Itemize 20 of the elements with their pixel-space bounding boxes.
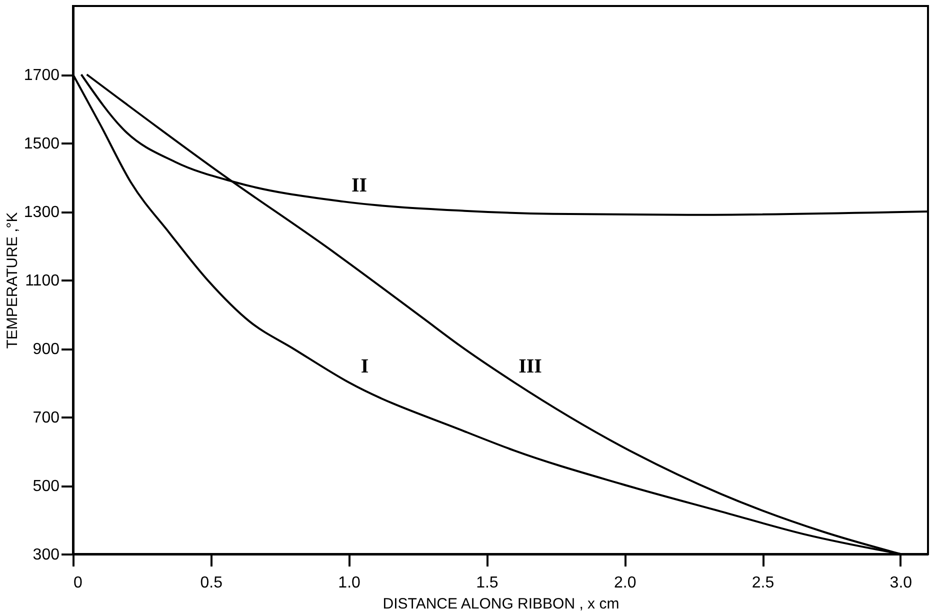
x-tick-label: 2.0: [614, 574, 636, 592]
y-tick-label: 900: [32, 341, 60, 358]
x-axis-title: DISTANCE ALONG RIBBON , x cm: [382, 596, 620, 612]
y-tick-label: 700: [32, 410, 60, 426]
x-tick-label: 1.0: [338, 574, 361, 592]
series-label: II: [352, 174, 368, 197]
x-tick-label: 1.5: [476, 574, 498, 592]
y-axis-title: TEMPERATURE ,°K: [4, 212, 21, 349]
y-tick-label: 300: [32, 546, 60, 564]
y-tick-label: 1100: [25, 272, 60, 290]
x-tick-label: 0: [74, 574, 82, 592]
series-label: I: [360, 355, 369, 378]
x-tick-label: 0.5: [200, 574, 223, 592]
x-tick-label: 2.5: [752, 574, 774, 592]
y-tick-label: 1500: [24, 136, 60, 152]
series-label: III: [518, 355, 542, 378]
y-tick-label: 1700: [24, 67, 60, 84]
x-tick-label: 3.0: [890, 574, 912, 592]
y-tick-label: 1300: [24, 204, 60, 221]
y-tick-label: 500: [32, 478, 60, 495]
